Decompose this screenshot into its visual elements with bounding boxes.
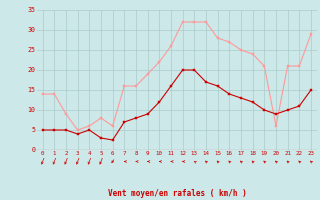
Text: Vent moyen/en rafales ( km/h ): Vent moyen/en rafales ( km/h ) — [108, 189, 247, 198]
